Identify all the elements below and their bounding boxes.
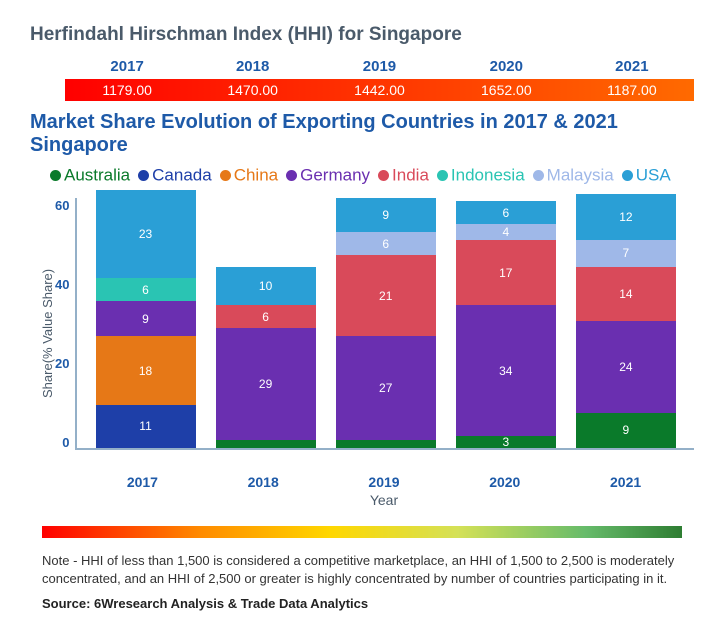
- segment-usa: 10: [216, 267, 316, 305]
- segment-india: 14: [576, 267, 676, 321]
- segment-india: 17: [456, 240, 556, 305]
- legend-dot-icon: [286, 170, 297, 181]
- x-axis: 2017 2018 2019 2020 2021: [74, 468, 694, 490]
- y-tick: 0: [62, 435, 69, 450]
- y-axis-label: Share(% Value Share): [38, 198, 55, 468]
- bar-2020: 3341746: [456, 201, 556, 447]
- legend-item-australia: Australia: [50, 165, 130, 186]
- segment-india: 6: [216, 305, 316, 328]
- bar-2021: 92414712: [576, 194, 676, 448]
- segment-germany: 24: [576, 321, 676, 413]
- legend-label: Germany: [300, 166, 370, 185]
- segment-germany: 27: [336, 336, 436, 440]
- hhi-year-cell: 2019: [316, 54, 443, 79]
- source-text: Source: 6Wresearch Analysis & Trade Data…: [42, 596, 682, 611]
- segment-australia: [216, 440, 316, 448]
- hhi-value-cell: 1470.00: [189, 79, 316, 101]
- y-axis: 60 40 20 0: [55, 198, 75, 450]
- legend-dot-icon: [220, 170, 231, 181]
- hhi-year-cell: 2017: [65, 54, 189, 79]
- segment-usa: 12: [576, 194, 676, 240]
- chart-area: Share(% Value Share) 6040200 11189623296…: [38, 198, 694, 468]
- legend-label: Australia: [64, 166, 130, 185]
- x-tick: 2019: [334, 474, 434, 490]
- segment-india: 21: [336, 255, 436, 336]
- hhi-title: Herfindahl Hirschman Index (HHI) for Sin…: [30, 24, 694, 46]
- segment-usa: 9: [336, 198, 436, 233]
- legend-item-india: India: [378, 165, 429, 186]
- x-axis-label: Year: [74, 492, 694, 508]
- legend-label: Malaysia: [547, 166, 614, 185]
- segment-usa: 6: [456, 201, 556, 224]
- hhi-value-row: 1179.001470.001442.001652.001187.00: [65, 79, 694, 101]
- y-tick: 20: [55, 356, 69, 371]
- hhi-value-cell: 1652.00: [443, 79, 570, 101]
- hhi-table: 20172018201920202021 1179.001470.001442.…: [65, 54, 694, 101]
- hhi-year-cell: 2018: [189, 54, 316, 79]
- hhi-value-cell: 1442.00: [316, 79, 443, 101]
- legend-label: USA: [636, 166, 671, 185]
- bar-2017: 11189623: [96, 190, 196, 448]
- x-tick: 2021: [576, 474, 676, 490]
- legend-dot-icon: [437, 170, 448, 181]
- segment-australia: 3: [456, 436, 556, 448]
- legend-label: China: [234, 166, 278, 185]
- hhi-year-cell: 2021: [570, 54, 694, 79]
- legend-label: Indonesia: [451, 166, 525, 185]
- segment-canada: 11: [96, 405, 196, 447]
- legend-dot-icon: [622, 170, 633, 181]
- segment-china: 18: [96, 336, 196, 405]
- chart-legend: Australia Canada China Germany India Indonesi…: [50, 165, 694, 186]
- chart-title: Market Share Evolution of Exporting Coun…: [30, 111, 694, 157]
- segment-australia: [336, 440, 436, 448]
- segment-malaysia: 6: [336, 232, 436, 255]
- hhi-year-row: 20172018201920202021: [65, 54, 694, 79]
- segment-germany: 29: [216, 328, 316, 440]
- bar-2019: 272169: [336, 198, 436, 448]
- legend-item-china: China: [220, 165, 278, 186]
- segment-indonesia: 6: [96, 278, 196, 301]
- legend-item-canada: Canada: [138, 165, 212, 186]
- legend-item-usa: USA: [622, 165, 671, 186]
- legend-item-germany: Germany: [286, 165, 370, 186]
- legend-dot-icon: [533, 170, 544, 181]
- legend-label: Canada: [152, 166, 212, 185]
- legend-label: India: [392, 166, 429, 185]
- segment-usa: 23: [96, 190, 196, 278]
- hhi-value-cell: 1179.00: [65, 79, 189, 101]
- legend-dot-icon: [50, 170, 61, 181]
- x-tick: 2020: [455, 474, 555, 490]
- legend-item-indonesia: Indonesia: [437, 165, 525, 186]
- segment-germany: 9: [96, 301, 196, 336]
- bar-2018: 29610: [216, 267, 316, 448]
- plot-area: 1118962329610272169334174692414712: [75, 198, 694, 450]
- legend-dot-icon: [138, 170, 149, 181]
- y-tick: 40: [55, 277, 69, 292]
- segment-germany: 34: [456, 305, 556, 436]
- y-tick: 60: [55, 198, 69, 213]
- x-tick: 2017: [92, 474, 192, 490]
- hhi-value-cell: 1187.00: [570, 79, 694, 101]
- note-text: Note - HHI of less than 1,500 is conside…: [42, 552, 682, 588]
- segment-malaysia: 7: [576, 240, 676, 267]
- x-tick: 2018: [213, 474, 313, 490]
- segment-australia: 9: [576, 413, 676, 448]
- gradient-scale-bar: [42, 526, 682, 538]
- legend-dot-icon: [378, 170, 389, 181]
- hhi-year-cell: 2020: [443, 54, 570, 79]
- segment-malaysia: 4: [456, 224, 556, 239]
- legend-item-malaysia: Malaysia: [533, 165, 614, 186]
